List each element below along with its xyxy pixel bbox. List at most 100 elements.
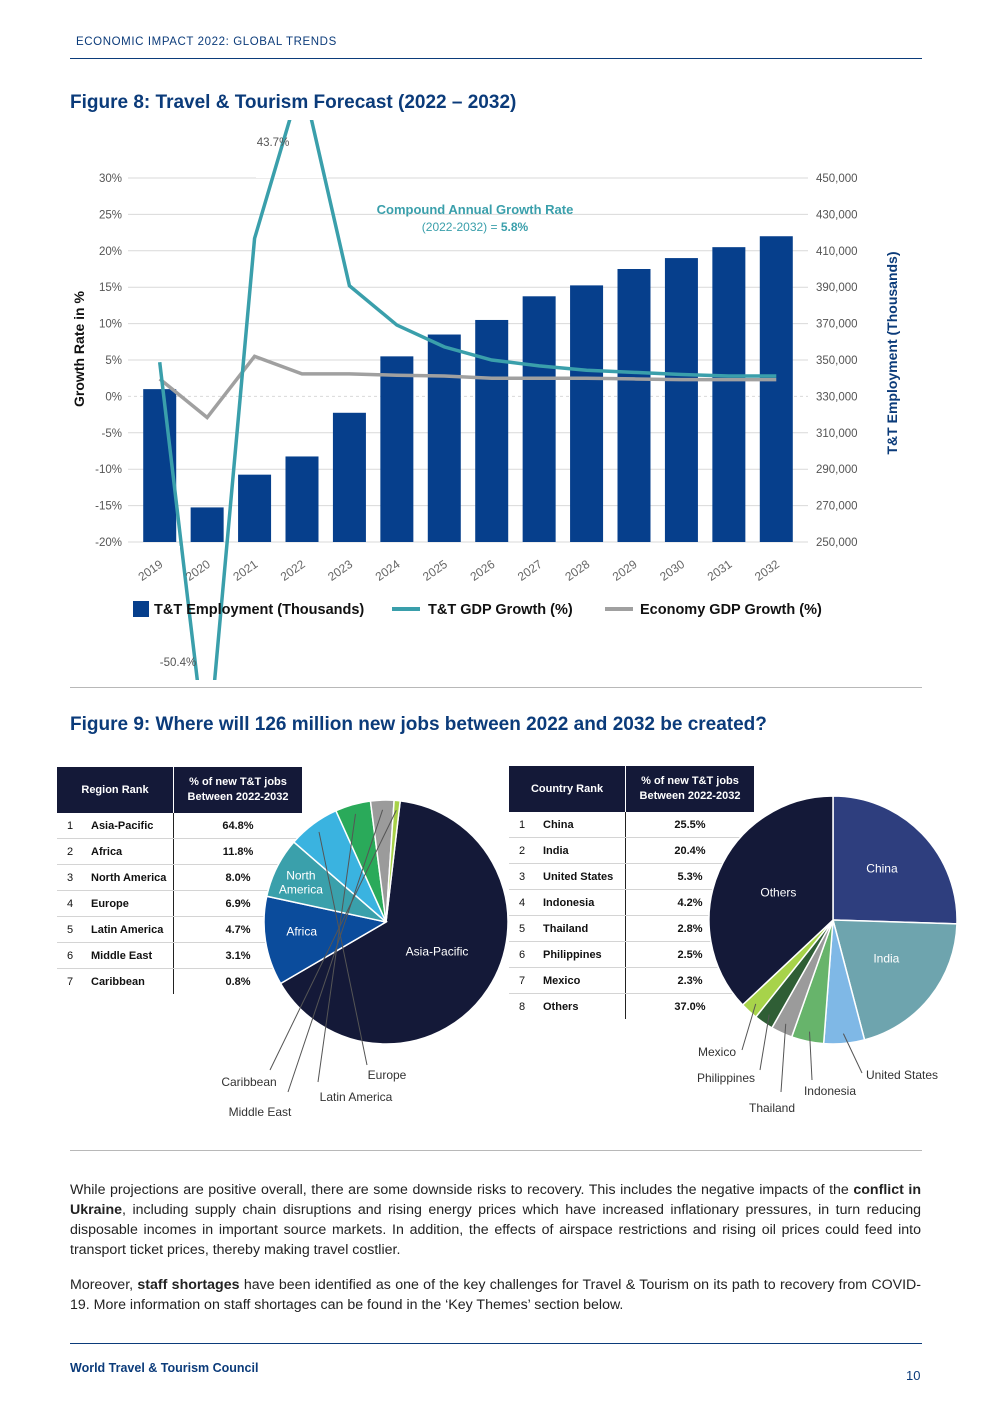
legend-label-economy-gdp: Economy GDP Growth (%) (640, 602, 822, 618)
country-table-name: India (543, 837, 626, 864)
y-right-tick-label: 250,000 (816, 537, 858, 549)
country-table-name: Mexico (543, 967, 626, 994)
country-table-row: 5 Thailand 2.8% (509, 915, 754, 942)
country-table-col2-line1: % of new T&T jobs (641, 775, 739, 787)
legend-label-employment: T&T Employment (Thousands) (154, 602, 364, 618)
pie-slice-others (708, 795, 834, 1006)
chart-y-left-label: Growth Rate in % (71, 291, 87, 407)
region-table-name: Asia-Pacific (91, 813, 174, 839)
pie-label: Latin America (320, 1090, 393, 1104)
region-table-rank: 7 (67, 975, 74, 988)
country-table-col2-line2: Between 2022-2032 (639, 790, 741, 802)
footer-rule (70, 1343, 922, 1344)
country-table-rank: 8 (519, 1000, 526, 1013)
pie-label: Mexico (698, 1045, 736, 1059)
pie-slice-caribbean (385, 799, 402, 923)
country-table-name: United States (543, 863, 626, 890)
annotation-mask (256, 120, 328, 178)
x-tick-label: 2026 (468, 557, 498, 584)
country-table-rank: 5 (509, 915, 543, 942)
bar-2023 (332, 412, 366, 542)
y-left-tick-label: 10% (99, 319, 122, 331)
y-left-tick-label: 20% (99, 246, 122, 258)
country-table-name: Others (543, 1000, 579, 1013)
country-table-row: 6 Philippines 2.5% (509, 941, 754, 968)
pie-label: America (279, 882, 323, 896)
legend-swatch-employment (133, 601, 149, 617)
country-table-value: 37.0% (625, 993, 754, 1019)
figure9-bottom-rule (70, 1150, 922, 1151)
x-tick-label: 2025 (420, 557, 450, 584)
x-tick-label: 2031 (705, 557, 735, 584)
cagr-value: 5.8% (501, 220, 529, 234)
pie-label: Thailand (749, 1101, 795, 1115)
country-table-rank: 1 (509, 812, 543, 838)
chart-bars (143, 236, 793, 543)
page-number: 10 (906, 1368, 921, 1383)
x-tick-label: 2032 (752, 557, 782, 584)
x-tick-label: 2022 (278, 557, 308, 584)
x-tick-label: 2028 (562, 557, 592, 584)
pie-label: Caribbean (221, 1075, 276, 1089)
x-tick-label: 2030 (657, 557, 687, 584)
y-right-tick-label: 350,000 (816, 355, 858, 367)
annotation-trough: -50.4% (160, 657, 196, 669)
pie-slice-china (832, 795, 958, 925)
paragraph-staff-part1: Moreover, (70, 1277, 138, 1293)
document-header-title: ECONOMIC IMPACT 2022: GLOBAL TRENDS (76, 36, 337, 48)
pie-leader-line (269, 810, 397, 1071)
region-table-name: Europe (91, 890, 174, 917)
paragraph-risks-bold: conflict in Ukraine (70, 1182, 921, 1218)
chart-annotations: 43.7% -50.4% (160, 137, 290, 669)
region-table-rank: 6 (57, 942, 91, 969)
country-table-row: 2 India 20.4% (509, 837, 754, 864)
cagr-value-line: (2022-2032) = 5.8% (422, 220, 529, 234)
x-tick-label: 2021 (230, 557, 260, 584)
x-tick-label: 2027 (515, 557, 545, 584)
y-left-tick-label: 25% (99, 209, 122, 221)
country-table-rank: 4 (509, 889, 543, 916)
cagr-label: Compound Annual Growth Rate (377, 202, 574, 217)
pie-leader-line (809, 1031, 813, 1081)
region-table-rank: 4 (57, 890, 91, 917)
country-table-rank: 3 (509, 863, 543, 890)
pie-label: North (286, 868, 315, 882)
country-pie-chart: China India United States Indonesia Thailand… (697, 795, 958, 1115)
country-table-name: China (543, 812, 626, 838)
y-right-tick-label: 290,000 (816, 464, 858, 476)
region-table-rank: 5 (57, 916, 91, 943)
footer-organization: World Travel & Tourism Council (70, 1361, 259, 1375)
region-table-value: 11.8% (173, 838, 302, 865)
country-table-rank: 6 (509, 941, 543, 968)
region-table-col1-header: Region Rank (57, 767, 174, 813)
y-right-tick-label: 410,000 (816, 246, 858, 258)
region-table-value: 64.8% (173, 813, 302, 839)
y-right-tick-label: 390,000 (816, 282, 858, 294)
chart-legend: T&T Employment (Thousands) T&T GDP Growth… (133, 601, 822, 618)
y-right-tick-label: 430,000 (816, 209, 858, 221)
country-table-name: Philippines (543, 941, 626, 968)
y-left-tick-label: 0% (105, 391, 122, 403)
region-table-rank: 3 (57, 864, 91, 891)
country-table-name: Indonesia (543, 889, 626, 916)
pie-label: Others (760, 885, 796, 899)
pie-label: India (873, 951, 899, 965)
chart-lines (157, 120, 777, 680)
x-tick-label: 2023 (325, 557, 355, 584)
annotation-peak: 43.7% (257, 137, 290, 149)
chart-y-right-label: T&T Employment (Thousands) (884, 252, 900, 455)
paragraph-risks: While projections are positive overall, … (70, 1180, 921, 1260)
pie-leader-line (741, 1003, 757, 1051)
y-left-tick-label: 15% (99, 282, 122, 294)
y-left-tick-label: -15% (95, 501, 122, 513)
bar-2020 (190, 507, 224, 542)
region-table-name: Caribbean (91, 975, 145, 988)
bar-2024 (380, 356, 414, 542)
y-right-tick-label: 450,000 (816, 173, 858, 185)
figure9-title: Figure 9: Where will 126 million new job… (70, 714, 767, 735)
region-table-col2-line2: Between 2022-2032 (187, 791, 289, 803)
region-table-name: North America (91, 864, 174, 891)
pie-slice-india (832, 919, 958, 1041)
pie-label: China (866, 862, 898, 876)
